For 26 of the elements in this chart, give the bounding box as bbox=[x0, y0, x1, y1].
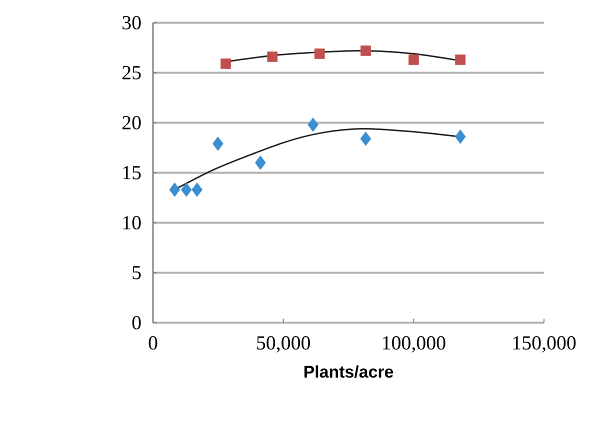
x-tick-label: 100,000 bbox=[383, 336, 446, 352]
point bbox=[360, 132, 372, 146]
y-tick-label: 10 bbox=[123, 216, 141, 230]
x-tick-label: 0 bbox=[148, 336, 158, 350]
point bbox=[192, 182, 202, 197]
point bbox=[220, 58, 231, 69]
y-tick-label: 15 bbox=[123, 166, 141, 180]
point bbox=[314, 48, 325, 59]
point bbox=[408, 54, 419, 65]
point bbox=[180, 182, 192, 197]
x-tick-label: 150,000 bbox=[513, 336, 576, 352]
point bbox=[454, 130, 466, 144]
point bbox=[254, 156, 266, 170]
y-tick-label: 25 bbox=[122, 66, 141, 80]
y-tick-label: 20 bbox=[122, 116, 141, 130]
y-tick-label: 30 bbox=[122, 16, 141, 30]
x-axis-title: Plants/acre bbox=[304, 365, 394, 378]
point bbox=[455, 54, 466, 65]
point bbox=[308, 118, 318, 132]
y-tick-label: 0 bbox=[132, 316, 141, 330]
y-tick-label: 5 bbox=[132, 266, 141, 280]
point bbox=[212, 136, 224, 151]
point bbox=[267, 52, 278, 62]
x-tick-label: 50,000 bbox=[257, 336, 310, 352]
point bbox=[360, 46, 371, 56]
point bbox=[169, 182, 180, 197]
